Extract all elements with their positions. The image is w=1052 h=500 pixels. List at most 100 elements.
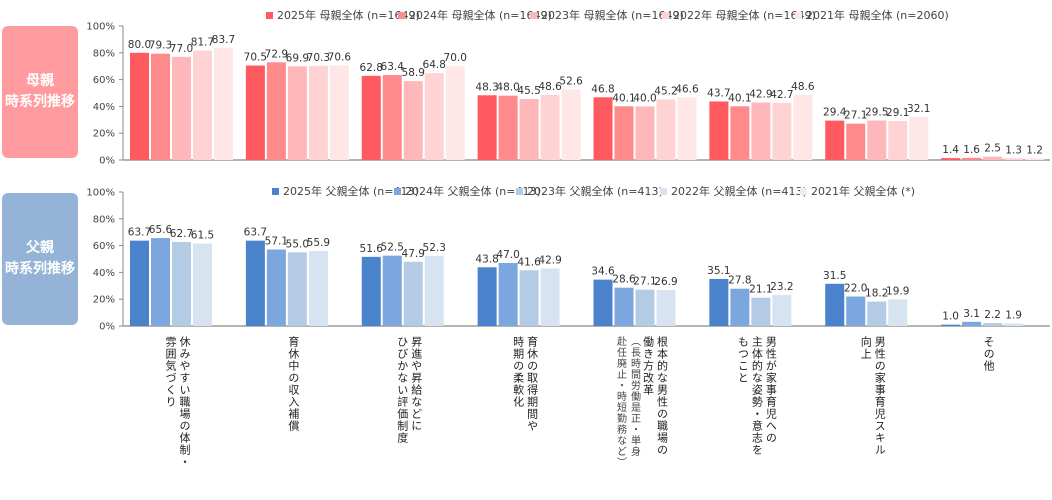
data-label: 62.7 — [170, 228, 193, 240]
data-label: 70.0 — [444, 52, 467, 64]
bar — [424, 255, 444, 326]
data-label: 79.3 — [149, 40, 172, 52]
y-tick-label: 40% — [93, 268, 115, 279]
bar — [1004, 323, 1024, 326]
y-tick-label: 100% — [86, 22, 115, 33]
bar — [941, 158, 961, 160]
legend-swatch — [394, 188, 401, 195]
bar — [424, 73, 444, 160]
data-label: 40.1 — [728, 92, 751, 104]
bar — [245, 240, 265, 326]
y-tick-label: 80% — [93, 214, 115, 225]
bar — [361, 75, 381, 160]
data-label: 81.7 — [191, 37, 214, 49]
bar — [308, 251, 328, 326]
data-label: 46.8 — [591, 83, 614, 95]
mother-section-label: 母親 時系列推移 — [2, 26, 78, 158]
data-label: 69.9 — [286, 52, 309, 64]
category-label-line: 雰囲気づくり — [163, 336, 177, 408]
data-label: 18.2 — [865, 288, 888, 300]
bar — [266, 62, 286, 161]
data-label: 29.1 — [886, 107, 909, 119]
bar — [614, 106, 634, 160]
data-label: 42.7 — [770, 89, 793, 101]
y-tick-label: 40% — [93, 102, 115, 113]
bar — [593, 279, 613, 326]
bar — [266, 249, 286, 326]
bar — [846, 123, 866, 160]
category-label-note: （長時間労働是正・単身 — [628, 336, 640, 457]
legend-swatch — [660, 188, 667, 195]
category-label-line: 男性が家事育児への — [764, 336, 778, 444]
y-tick-label: 80% — [93, 48, 115, 59]
data-label: 43.8 — [475, 253, 498, 265]
bar — [962, 157, 982, 160]
category-label: 根本的な男性の職場の 働き方改革 （長時間労働是正・単身 赴任廃止・時短勤務など… — [612, 336, 668, 468]
data-label: 28.6 — [612, 274, 636, 286]
data-label: 70.3 — [307, 52, 330, 64]
data-label: 2.5 — [984, 143, 1001, 155]
category-label-note: 赴任廃止・時短勤務など） — [614, 336, 626, 468]
bar — [677, 97, 697, 160]
data-label: 77.0 — [170, 43, 193, 55]
y-tick-label: 20% — [93, 295, 115, 306]
data-label: 21.1 — [749, 284, 772, 296]
data-label: 1.9 — [1005, 309, 1022, 321]
legend-label: 2021年 母親全体 (n=2060) — [806, 8, 949, 22]
data-label: 48.6 — [791, 81, 815, 93]
category-label-line: 男性の家事育児スキル — [873, 336, 887, 456]
category-label-line: 育休中の収入補償 — [286, 336, 300, 432]
data-label: 70.5 — [244, 52, 267, 64]
bar — [867, 301, 887, 326]
bar — [287, 66, 307, 160]
data-label: 34.6 — [591, 266, 615, 278]
category-label-line: 昇進や昇給などに — [409, 336, 423, 432]
data-label: 52.5 — [381, 242, 404, 254]
bar — [519, 270, 539, 326]
bar — [772, 294, 792, 326]
bar — [793, 94, 813, 160]
data-label: 48.6 — [538, 81, 562, 93]
bar — [888, 299, 908, 326]
legend-swatch — [272, 188, 279, 195]
bar — [983, 156, 1003, 160]
data-label: 42.9 — [538, 255, 561, 267]
data-label: 55.0 — [286, 238, 309, 250]
bar — [130, 240, 149, 326]
legend-label: 2025年 母親全体 (n=1649) — [277, 8, 420, 22]
bar — [193, 50, 212, 160]
bar — [445, 66, 465, 160]
data-label: 45.2 — [654, 85, 677, 97]
data-label: 31.5 — [823, 270, 846, 282]
bar — [403, 81, 423, 160]
data-label: 83.7 — [212, 34, 235, 46]
bar — [287, 252, 307, 326]
bar — [983, 323, 1003, 326]
category-label-line: 育休の取得期間や — [525, 336, 539, 432]
data-label: 1.0 — [942, 311, 959, 323]
data-label: 43.7 — [707, 87, 730, 99]
data-label: 27.1 — [633, 276, 656, 288]
legend-label: 2023年 母親全体 (n=1649) — [541, 8, 684, 22]
y-tick-label: 100% — [86, 188, 115, 199]
legend-label: 2025年 父親全体 (n=413) — [283, 184, 419, 198]
data-label: 64.8 — [423, 59, 446, 71]
bar — [614, 287, 634, 326]
bar — [888, 121, 908, 160]
bar — [540, 94, 560, 160]
category-label: 男性の家事育児スキル 向上 — [858, 336, 886, 456]
bar — [245, 65, 265, 160]
bar — [214, 47, 233, 161]
bar — [519, 99, 539, 160]
legend-label: 2021年 父親全体 (*) — [811, 184, 915, 198]
bar — [382, 255, 402, 326]
data-label: 29.5 — [865, 106, 888, 118]
data-label: 63.4 — [381, 61, 405, 73]
category-label-line: 主体的な姿勢・意志を — [750, 336, 764, 456]
data-label: 62.8 — [360, 62, 383, 74]
data-label: 46.6 — [675, 84, 699, 96]
category-label: 育休中の収入補償 — [286, 336, 300, 432]
data-label: 48.0 — [496, 82, 519, 94]
bar — [941, 324, 961, 326]
bar — [825, 283, 845, 326]
